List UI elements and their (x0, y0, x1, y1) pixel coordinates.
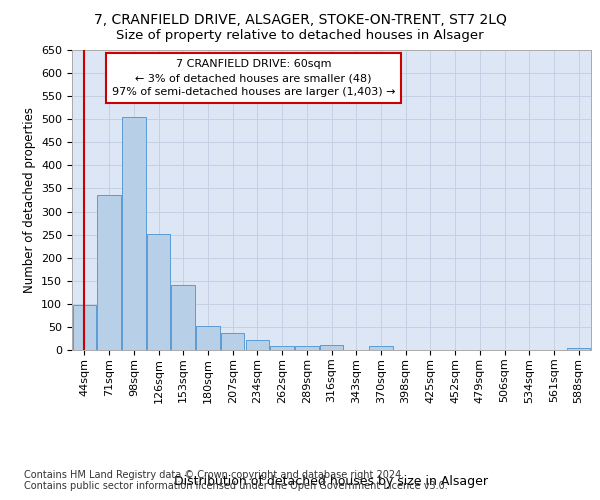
Bar (97, 196, 121, 350)
Bar (567, 348, 590, 350)
Text: 7, CRANFIELD DRIVE, ALSAGER, STOKE-ON-TRENT, ST7 2LQ: 7, CRANFIELD DRIVE, ALSAGER, STOKE-ON-TR… (94, 12, 506, 26)
Bar (369, 346, 392, 350)
Bar (221, 333, 244, 350)
Bar (172, 286, 195, 350)
Bar (122, 117, 146, 350)
Text: 7 CRANFIELD DRIVE: 60sqm
← 3% of detached houses are smaller (48)
97% of semi-de: 7 CRANFIELD DRIVE: 60sqm ← 3% of detache… (112, 59, 395, 97)
Text: Contains HM Land Registry data © Crown copyright and database right 2024.: Contains HM Land Registry data © Crown c… (24, 470, 404, 480)
Bar (320, 346, 343, 350)
Bar (73, 305, 96, 350)
Text: Contains public sector information licensed under the Open Government Licence v3: Contains public sector information licen… (24, 481, 448, 491)
Text: Size of property relative to detached houses in Alsager: Size of property relative to detached ho… (116, 29, 484, 42)
Y-axis label: Number of detached properties: Number of detached properties (23, 107, 35, 293)
Bar (271, 346, 294, 350)
Bar (295, 346, 319, 350)
Bar (245, 340, 269, 350)
X-axis label: Distribution of detached houses by size in Alsager: Distribution of detached houses by size … (175, 475, 488, 488)
Bar (147, 234, 170, 350)
Bar (196, 326, 220, 350)
